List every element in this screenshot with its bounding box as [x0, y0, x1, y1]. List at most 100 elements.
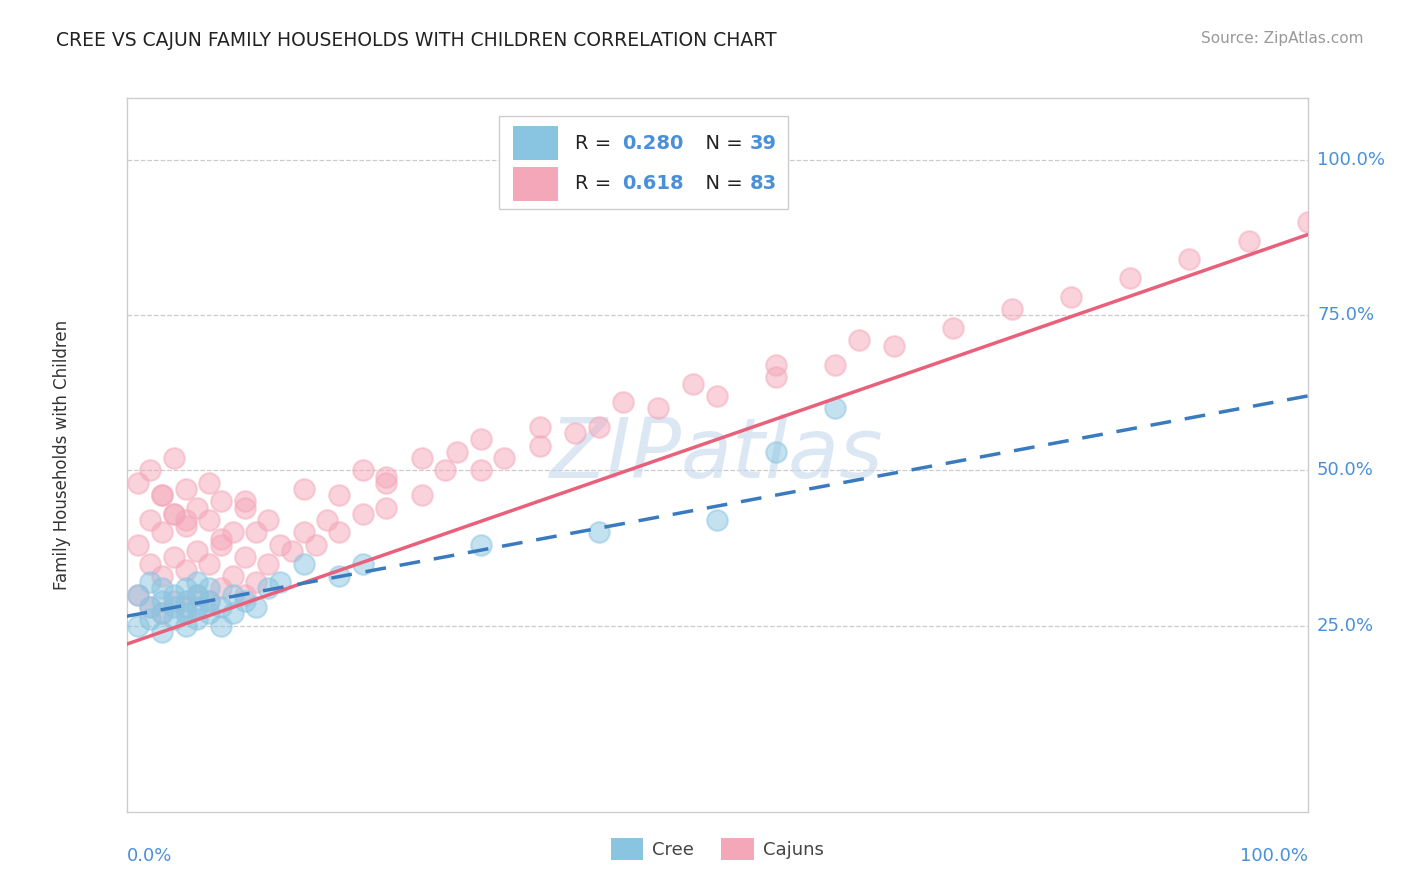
Point [209, 532, 232, 546]
Point [222, 588, 245, 602]
Point [375, 500, 398, 515]
Point [257, 557, 280, 571]
Point [269, 538, 291, 552]
Point [186, 588, 208, 602]
Point [174, 599, 197, 614]
Point [588, 525, 610, 540]
Point [470, 538, 492, 552]
Point [233, 588, 256, 602]
Point [245, 599, 267, 614]
Point [529, 420, 551, 434]
Point [209, 618, 232, 632]
Point [233, 500, 256, 515]
Point [139, 599, 162, 614]
Point [245, 525, 267, 540]
Point [434, 463, 457, 477]
Point [233, 593, 256, 607]
Point [682, 376, 704, 391]
Point [328, 488, 350, 502]
Text: 39: 39 [751, 134, 778, 153]
Text: 100.0%: 100.0% [1240, 847, 1308, 865]
Point [163, 612, 186, 626]
Point [186, 575, 208, 590]
Point [222, 606, 245, 620]
Point [765, 445, 787, 459]
Text: R =: R = [575, 174, 617, 194]
Point [150, 488, 173, 502]
Point [564, 426, 586, 441]
Point [765, 370, 787, 384]
Point [198, 593, 221, 607]
Point [150, 488, 173, 502]
Text: N =: N = [693, 174, 749, 194]
Point [257, 582, 280, 596]
Point [209, 599, 232, 614]
Text: 75.0%: 75.0% [1317, 306, 1374, 325]
Bar [513, 167, 558, 201]
Point [588, 420, 610, 434]
Point [375, 475, 398, 490]
Point [328, 525, 350, 540]
Point [470, 433, 492, 447]
Legend: Cree, Cajuns: Cree, Cajuns [603, 830, 831, 867]
Point [150, 569, 173, 583]
Point [352, 507, 374, 521]
Point [198, 606, 221, 620]
Point [706, 513, 728, 527]
Point [150, 593, 173, 607]
Point [411, 450, 433, 465]
Point [269, 575, 291, 590]
Point [174, 593, 197, 607]
Point [186, 599, 208, 614]
Point [1178, 252, 1201, 267]
Point [411, 488, 433, 502]
Point [352, 463, 374, 477]
Point [198, 513, 221, 527]
Point [163, 593, 186, 607]
Point [209, 494, 232, 508]
Point [198, 593, 221, 607]
Point [494, 450, 516, 465]
Point [292, 525, 315, 540]
Text: ZIPatlas: ZIPatlas [550, 415, 884, 495]
Point [150, 624, 173, 639]
Point [186, 588, 208, 602]
Bar [513, 126, 558, 161]
Point [233, 494, 256, 508]
Text: Family Households with Children: Family Households with Children [52, 320, 70, 590]
Point [824, 401, 846, 416]
Text: 83: 83 [751, 174, 778, 194]
Text: 50.0%: 50.0% [1317, 461, 1374, 479]
Point [127, 588, 149, 602]
Point [257, 513, 280, 527]
Point [209, 582, 232, 596]
Point [150, 606, 173, 620]
Point [186, 612, 208, 626]
Point [824, 358, 846, 372]
Point [209, 538, 232, 552]
Point [292, 482, 315, 496]
Point [1060, 290, 1083, 304]
Text: 100.0%: 100.0% [1317, 151, 1385, 169]
Point [139, 612, 162, 626]
FancyBboxPatch shape [499, 116, 787, 209]
Point [150, 606, 173, 620]
Point [174, 563, 197, 577]
Point [1119, 271, 1142, 285]
Text: 0.280: 0.280 [623, 134, 683, 153]
Point [127, 538, 149, 552]
Point [198, 475, 221, 490]
Point [198, 557, 221, 571]
Point [174, 482, 197, 496]
Point [222, 569, 245, 583]
Text: 0.0%: 0.0% [127, 847, 172, 865]
Point [127, 588, 149, 602]
Point [127, 475, 149, 490]
Point [163, 450, 186, 465]
Point [186, 544, 208, 558]
Point [1237, 234, 1260, 248]
Point [612, 395, 634, 409]
Point [848, 333, 870, 347]
Point [316, 513, 339, 527]
Text: N =: N = [693, 134, 749, 153]
